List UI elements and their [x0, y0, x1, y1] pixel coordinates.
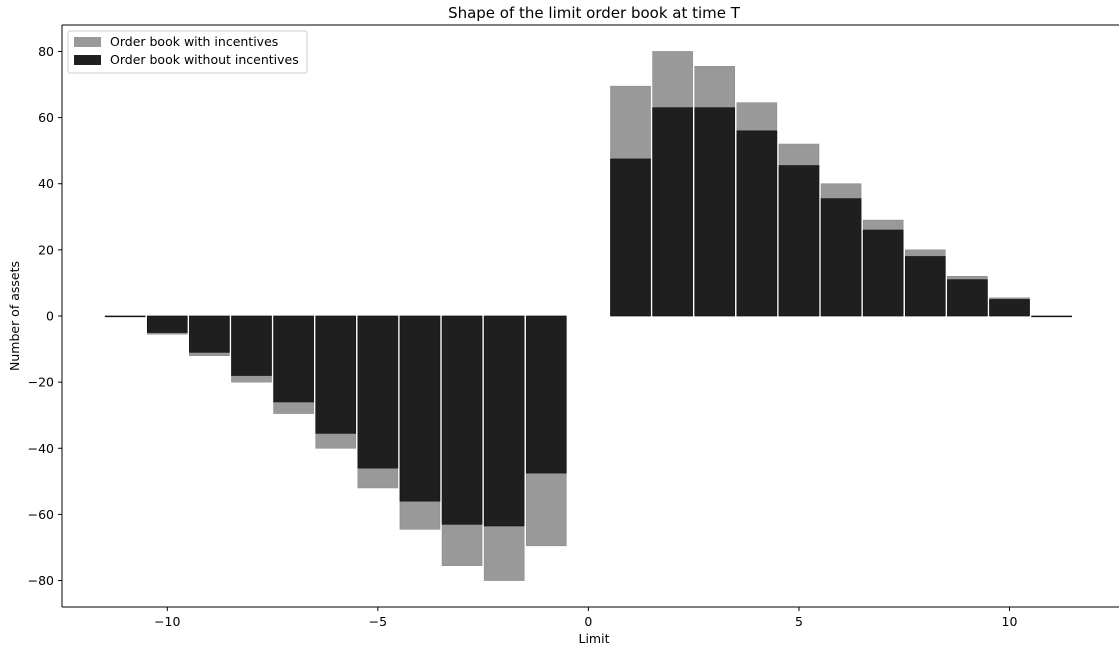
bar-without-incentives [820, 198, 862, 317]
x-tick-label: 0 [584, 614, 592, 629]
x-tick-label: 5 [795, 614, 803, 629]
bar-without-incentives [525, 315, 567, 474]
y-tick-label: 20 [38, 242, 54, 257]
bar-without-incentives [652, 107, 693, 317]
bar-without-incentives [315, 315, 357, 434]
x-axis-label: Limit [579, 631, 610, 646]
bar-without-incentives [736, 130, 778, 317]
legend-swatch-without-incentives [74, 55, 101, 65]
legend-swatch-with-incentives [74, 37, 101, 47]
legend-label-with-incentives: Order book with incentives [110, 34, 278, 49]
y-tick-label: −20 [28, 375, 54, 390]
bar-without-incentives [947, 279, 988, 317]
series-without-incentives [104, 107, 1072, 527]
bar-without-incentives [904, 256, 946, 317]
x-tick-label: −5 [369, 614, 387, 629]
x-tick-label: 10 [1002, 614, 1018, 629]
bar-without-incentives [694, 107, 736, 317]
bar-without-incentives [862, 229, 904, 317]
bar-without-incentives [441, 315, 483, 525]
bar-without-incentives [778, 165, 820, 317]
bar-without-incentives [146, 315, 188, 333]
bar-without-incentives [357, 315, 399, 469]
bar-without-incentives [1031, 315, 1072, 318]
bar-without-incentives [189, 315, 230, 353]
bar-without-incentives [231, 315, 272, 376]
bar-without-incentives [273, 315, 314, 403]
bar-without-incentives [483, 315, 525, 527]
bar-without-incentives [399, 315, 441, 502]
y-tick-label: 0 [46, 309, 54, 324]
y-tick-label: −60 [28, 507, 54, 522]
legend: Order book with incentives Order book wi… [67, 30, 308, 74]
y-tick-label: 80 [38, 44, 54, 59]
legend-label-without-incentives: Order book without incentives [110, 52, 299, 67]
y-tick-label: 60 [38, 110, 54, 125]
bar-without-incentives [610, 158, 651, 317]
y-tick-label: 40 [38, 176, 54, 191]
y-axis-ticks: −80 −60 −40 −20 0 20 40 60 80 [28, 44, 62, 588]
bar-without-incentives [104, 315, 146, 318]
y-tick-label: −80 [28, 573, 54, 588]
y-tick-label: −40 [28, 441, 54, 456]
y-axis-label: Number of assets [7, 261, 22, 371]
bar-without-incentives [989, 299, 1030, 317]
chart-title: Shape of the limit order book at time T [448, 4, 741, 22]
x-axis-ticks: −10 −5 0 5 10 [154, 607, 1018, 629]
x-tick-label: −10 [154, 614, 180, 629]
legend-frame [67, 30, 308, 74]
